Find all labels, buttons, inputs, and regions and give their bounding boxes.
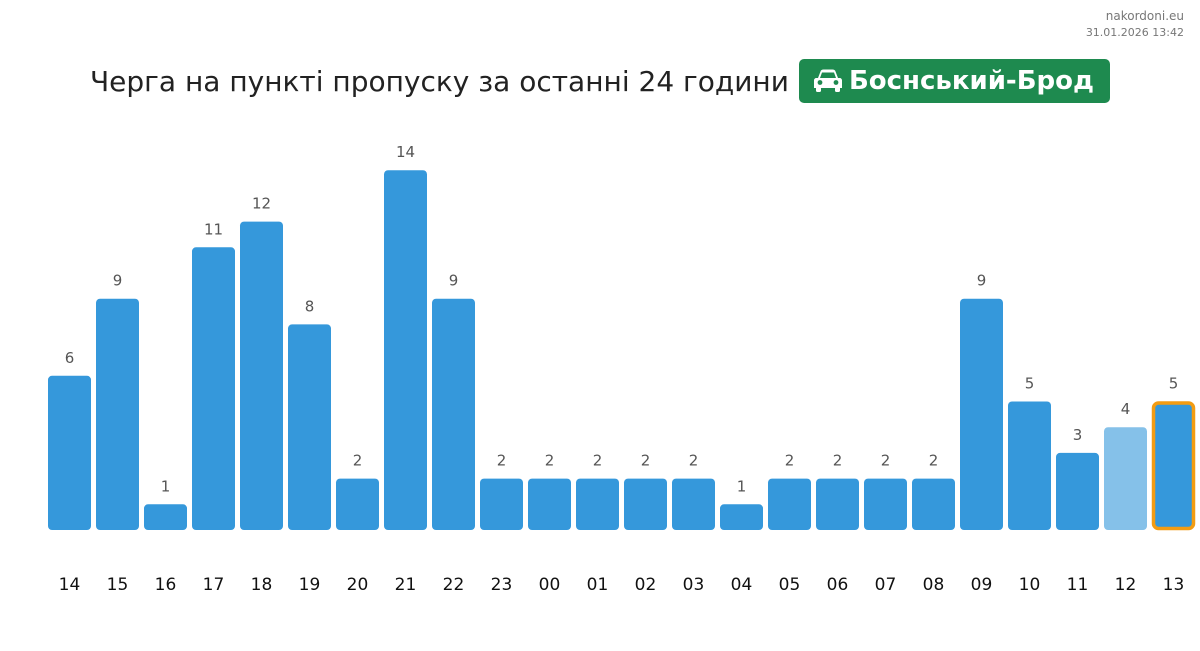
- value-label-07: 2: [881, 452, 891, 470]
- bar-07[interactable]: [864, 478, 907, 530]
- bar-12[interactable]: [1104, 427, 1147, 530]
- site-datetime: 31.01.2026 13:42: [1085, 26, 1184, 39]
- bar-19[interactable]: [288, 324, 331, 530]
- bar-21[interactable]: [384, 170, 427, 530]
- x-tick-label-07: 07: [875, 575, 897, 595]
- value-label-05: 2: [785, 452, 795, 470]
- bar-22[interactable]: [432, 298, 475, 530]
- value-label-01: 2: [593, 452, 603, 470]
- x-tick-label-19: 19: [299, 575, 321, 595]
- x-tick-label-17: 17: [203, 575, 225, 595]
- bar-06[interactable]: [816, 478, 859, 530]
- bar-11[interactable]: [1056, 452, 1099, 530]
- bar-10[interactable]: [1008, 401, 1051, 531]
- value-label-04: 1: [737, 477, 747, 495]
- value-label-12: 4: [1121, 400, 1131, 418]
- value-label-23: 2: [497, 452, 507, 470]
- x-tick-label-05: 05: [779, 575, 801, 595]
- checkpoint-name: Боснський-Брод: [848, 66, 1095, 96]
- x-tick-label-20: 20: [347, 575, 369, 595]
- bar-16[interactable]: [144, 504, 187, 530]
- chart-header: Черга на пункті пропуску за останні 24 г…: [0, 58, 1200, 104]
- site-info: nakordoni.eu 31.01.2026 13:42: [1086, 8, 1184, 40]
- site-name: nakordoni.eu: [1105, 9, 1184, 23]
- value-label-13: 5: [1169, 375, 1179, 393]
- value-label-22: 9: [449, 272, 459, 290]
- x-tick-label-01: 01: [587, 575, 609, 595]
- x-tick-label-23: 23: [491, 575, 513, 595]
- value-label-14: 6: [65, 349, 75, 367]
- value-label-19: 8: [305, 297, 315, 315]
- value-label-11: 3: [1073, 426, 1083, 444]
- x-tick-label-02: 02: [635, 575, 657, 595]
- x-tick-label-10: 10: [1019, 575, 1041, 595]
- bar-18[interactable]: [240, 221, 283, 530]
- value-label-00: 2: [545, 452, 555, 470]
- bar-15[interactable]: [96, 298, 139, 530]
- bar-23[interactable]: [480, 478, 523, 530]
- x-tick-label-06: 06: [827, 575, 849, 595]
- value-label-03: 2: [689, 452, 699, 470]
- x-tick-label-18: 18: [251, 575, 273, 595]
- value-label-21: 14: [396, 143, 415, 161]
- bar-14[interactable]: [48, 375, 91, 530]
- value-label-17: 11: [204, 220, 223, 238]
- value-label-10: 5: [1025, 375, 1035, 393]
- page-title: Черга на пункті пропуску за останні 24 г…: [89, 64, 789, 98]
- bar-05[interactable]: [768, 478, 811, 530]
- x-tick-label-21: 21: [395, 575, 417, 595]
- value-label-06: 2: [833, 452, 843, 470]
- value-label-09: 9: [977, 272, 987, 290]
- bar-04[interactable]: [720, 504, 763, 530]
- bar-01[interactable]: [576, 478, 619, 530]
- x-tick-label-12: 12: [1115, 575, 1137, 595]
- value-label-16: 1: [161, 477, 171, 495]
- x-tick-label-13: 13: [1163, 575, 1185, 595]
- bar-03[interactable]: [672, 478, 715, 530]
- bar-09[interactable]: [960, 298, 1003, 530]
- value-label-08: 2: [929, 452, 939, 470]
- x-tick-label-14: 14: [59, 575, 81, 595]
- x-tick-label-03: 03: [683, 575, 705, 595]
- x-tick-label-04: 04: [731, 575, 753, 595]
- x-tick-label-09: 09: [971, 575, 993, 595]
- x-tick-label-08: 08: [923, 575, 945, 595]
- bar-00[interactable]: [528, 478, 571, 530]
- x-tick-label-11: 11: [1067, 575, 1089, 595]
- bar-17[interactable]: [192, 247, 235, 531]
- value-label-18: 12: [252, 195, 271, 213]
- x-tick-label-15: 15: [107, 575, 129, 595]
- car-icon: [813, 68, 843, 94]
- bar-08[interactable]: [912, 478, 955, 530]
- x-tick-label-16: 16: [155, 575, 177, 595]
- x-tick-label-00: 00: [539, 575, 561, 595]
- bar-13[interactable]: [1151, 401, 1196, 531]
- checkpoint-badge: Боснський-Брод: [798, 59, 1111, 103]
- x-tick-label-22: 22: [443, 575, 465, 595]
- value-label-20: 2: [353, 452, 363, 470]
- bar-02[interactable]: [624, 478, 667, 530]
- bar-20[interactable]: [336, 478, 379, 530]
- value-label-02: 2: [641, 452, 651, 470]
- value-label-15: 9: [113, 272, 123, 290]
